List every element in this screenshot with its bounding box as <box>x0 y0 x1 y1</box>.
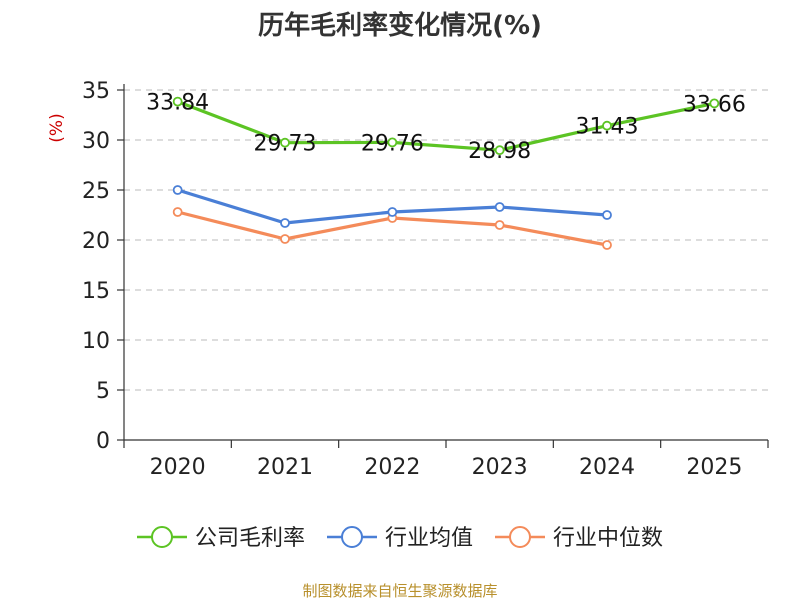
series-0 <box>172 96 720 156</box>
y-tick-label: 10 <box>82 329 110 354</box>
data-label: 31.43 <box>576 115 639 140</box>
x-tick-label: 2022 <box>364 455 420 480</box>
chart-title: 历年毛利率变化情况(%) <box>258 10 542 41</box>
y-tick-label: 15 <box>82 279 110 304</box>
y-tick-label: 35 <box>82 79 110 104</box>
legend-marker <box>151 526 173 548</box>
legend-label: 行业中位数 <box>553 526 663 551</box>
legend-marker <box>341 526 363 548</box>
series-layer <box>172 96 720 250</box>
y-tick-label: 20 <box>82 229 110 254</box>
data-point <box>172 207 183 217</box>
data-point <box>280 218 290 228</box>
x-tick-label: 2021 <box>257 455 313 480</box>
y-axis-label: (%) <box>47 113 67 142</box>
data-label: 29.76 <box>361 131 424 156</box>
data-point <box>280 234 290 244</box>
legend-label: 行业均值 <box>385 526 473 551</box>
legend-item-2: 行业中位数 <box>495 526 663 551</box>
source-note: 制图数据来自恒生聚源数据库 <box>302 582 497 600</box>
legend-item-1: 行业均值 <box>327 526 473 551</box>
x-tick-labels: 2020 2021 2022 2023 2024 2025 <box>150 455 743 480</box>
data-point <box>280 137 290 148</box>
data-point <box>602 210 612 220</box>
legend-item-0: 公司毛利率 <box>137 526 305 551</box>
data-point <box>172 185 183 195</box>
legend-label: 公司毛利率 <box>195 526 305 551</box>
y-tick-label: 5 <box>96 379 110 404</box>
x-tick-label: 2025 <box>686 455 742 480</box>
y-tick-labels: 0 5 10 15 20 25 30 35 <box>82 79 110 454</box>
data-label: 28.98 <box>468 139 531 164</box>
data-point <box>494 220 505 230</box>
y-tick-label: 30 <box>82 129 110 154</box>
data-point <box>494 145 505 156</box>
y-tick-label: 0 <box>96 429 110 454</box>
x-tick-label: 2020 <box>150 455 206 480</box>
axes <box>117 84 769 448</box>
data-point <box>387 207 398 217</box>
y-tick-label: 25 <box>82 179 110 204</box>
data-label: 33.84 <box>146 91 209 116</box>
legend: 公司毛利率 行业均值 行业中位数 <box>137 526 663 551</box>
data-label: 29.73 <box>254 132 317 157</box>
data-point <box>602 120 612 131</box>
series-1 <box>172 185 612 228</box>
series-line <box>176 99 716 152</box>
data-point <box>709 98 720 109</box>
data-labels: 33.84 29.73 29.76 28.98 31.43 33.66 <box>146 91 746 165</box>
x-tick-label: 2024 <box>579 455 635 480</box>
legend-marker <box>509 526 531 548</box>
data-label: 33.66 <box>683 92 746 117</box>
data-point <box>602 240 612 250</box>
data-point <box>494 202 505 212</box>
grid-lines <box>124 89 768 391</box>
data-point <box>172 96 183 107</box>
data-point <box>387 137 398 148</box>
x-tick-label: 2023 <box>472 455 528 480</box>
